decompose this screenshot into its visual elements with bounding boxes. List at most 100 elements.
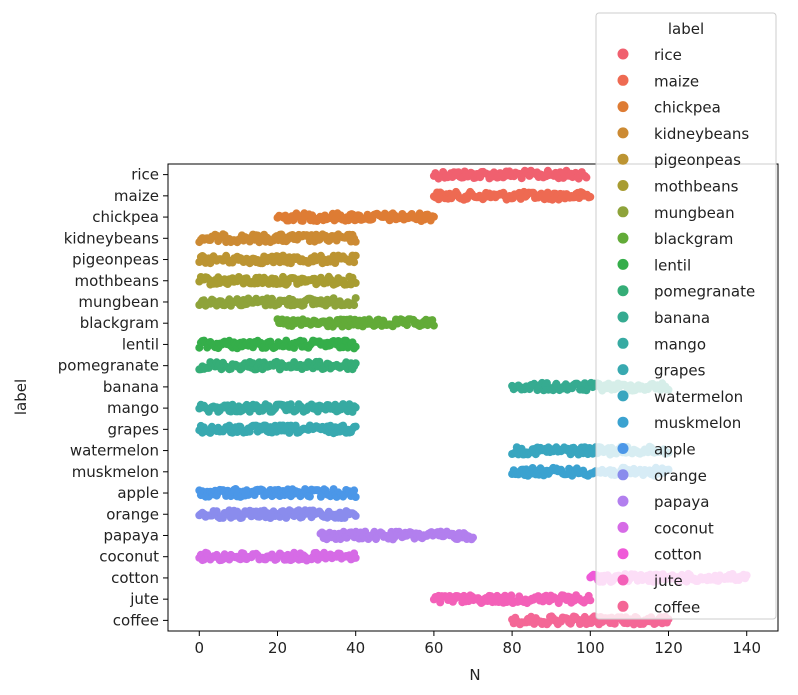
y-axis: rice maize chickpea kidneybeans pigeonpeas mo… <box>58 166 168 629</box>
point-papaya <box>469 533 477 542</box>
series-orange <box>195 506 360 522</box>
point-apple <box>305 492 314 501</box>
legend-frame <box>595 12 777 620</box>
y-tick-label: lentil <box>122 335 159 353</box>
series-lentil <box>195 336 360 353</box>
legend-marker-jute <box>617 574 629 586</box>
series-kidneybeans <box>195 230 360 247</box>
point-grapes <box>351 422 360 431</box>
point-pigeonpeas <box>350 258 359 267</box>
legend-label-mothbeans: mothbeans <box>654 178 739 196</box>
legend-label-coffee: coffee <box>654 598 700 616</box>
y-tick-label: banana <box>103 378 159 396</box>
point-grapes <box>291 421 300 430</box>
point-mungbean <box>350 301 359 310</box>
point-mungbean <box>351 294 360 303</box>
y-tick-label: cotton <box>111 569 159 587</box>
y-tick-label: pigeonpeas <box>72 251 159 269</box>
point-apple <box>350 486 359 495</box>
legend-marker-grapes <box>617 364 629 376</box>
legend-title: label <box>668 20 704 38</box>
point-mothbeans <box>279 272 287 281</box>
x-tick-label: 120 <box>654 639 683 657</box>
point-grapes <box>225 421 234 430</box>
legend-marker-mango <box>617 337 629 349</box>
legend-label-pigeonpeas: pigeonpeas <box>654 151 741 169</box>
point-rice <box>582 173 591 182</box>
y-tick-label: apple <box>117 484 159 502</box>
series-rice <box>429 166 591 183</box>
y-tick-label: mango <box>107 399 159 417</box>
y-tick-label: pomegranate <box>58 357 159 375</box>
legend-marker-maize <box>617 74 629 86</box>
y-tick-label: mungbean <box>78 293 159 311</box>
series-apple <box>195 485 360 501</box>
point-mango <box>351 403 360 412</box>
legend-label-watermelon: watermelon <box>654 388 743 406</box>
y-tick-label: chickpea <box>92 208 159 226</box>
x-tick-label: 140 <box>732 639 761 657</box>
series-pigeonpeas <box>195 251 360 268</box>
y-tick-label: watermelon <box>70 442 159 460</box>
y-tick-label: blackgram <box>80 314 159 332</box>
legend-marker-banana <box>617 311 629 323</box>
series-papaya <box>316 527 477 544</box>
point-kidneybeans <box>351 237 360 246</box>
legend-marker-coffee <box>617 600 629 612</box>
legend-label-kidneybeans: kidneybeans <box>654 125 749 143</box>
legend-label-lentil: lentil <box>654 256 691 274</box>
legend-label-mango: mango <box>654 335 706 353</box>
series-mungbean <box>195 294 360 310</box>
y-tick-label: mothbeans <box>75 272 160 290</box>
y-axis-title: label <box>12 379 30 415</box>
legend-marker-chickpea <box>617 101 629 113</box>
x-tick-label: 40 <box>346 639 365 657</box>
x-tick-label: 80 <box>503 639 522 657</box>
point-orange <box>351 511 360 520</box>
series-mothbeans <box>195 272 360 289</box>
point-jute <box>507 591 516 600</box>
legend-label-orange: orange <box>654 467 707 485</box>
legend-label-mungbean: mungbean <box>654 204 735 222</box>
legend-marker-lentil <box>617 258 629 270</box>
x-tick-label: 60 <box>424 639 443 657</box>
point-coconut <box>351 553 360 562</box>
legend-label-grapes: grapes <box>654 362 706 380</box>
legend-label-papaya: papaya <box>654 493 710 511</box>
x-axis: 0 20 40 60 80 100 120 140 <box>195 631 761 657</box>
point-chickpea <box>429 212 438 221</box>
y-tick-label: kidneybeans <box>64 229 159 247</box>
legend-marker-mothbeans <box>617 180 629 191</box>
point-jute <box>586 596 595 605</box>
legend-label-muskmelon: muskmelon <box>654 414 741 432</box>
legend-marker-pomegranate <box>617 285 629 297</box>
x-tick-label: 100 <box>576 639 605 657</box>
point-maize <box>586 192 595 201</box>
y-tick-label: jute <box>129 590 159 608</box>
legend-items: rice maize chickpea kidneybeans pigeonpeas mo… <box>617 46 755 616</box>
y-tick-label: maize <box>114 187 159 205</box>
point-chickpea <box>415 209 424 218</box>
legend-marker-pigeonpeas <box>617 153 629 165</box>
series-jute <box>429 591 595 608</box>
series-mango <box>195 400 360 416</box>
legend: label rice maize chickpea kidneybeans pigeon… <box>595 12 777 620</box>
series-maize <box>429 187 595 204</box>
legend-label-maize: maize <box>654 72 699 90</box>
legend-marker-cotton <box>617 548 629 560</box>
legend-marker-muskmelon <box>617 416 629 428</box>
x-axis-title: N <box>469 666 480 684</box>
y-tick-label: papaya <box>104 526 160 544</box>
x-tick-label: 0 <box>195 639 205 657</box>
legend-label-blackgram: blackgram <box>654 230 733 248</box>
series-chickpea <box>273 209 438 225</box>
legend-marker-orange <box>617 469 629 481</box>
legend-marker-watermelon <box>617 390 629 402</box>
x-tick-label: 20 <box>268 639 287 657</box>
y-tick-label: muskmelon <box>72 463 159 481</box>
legend-marker-rice <box>617 48 629 60</box>
legend-label-banana: banana <box>654 309 710 327</box>
legend-label-apple: apple <box>654 441 696 459</box>
legend-label-chickpea: chickpea <box>654 99 721 117</box>
